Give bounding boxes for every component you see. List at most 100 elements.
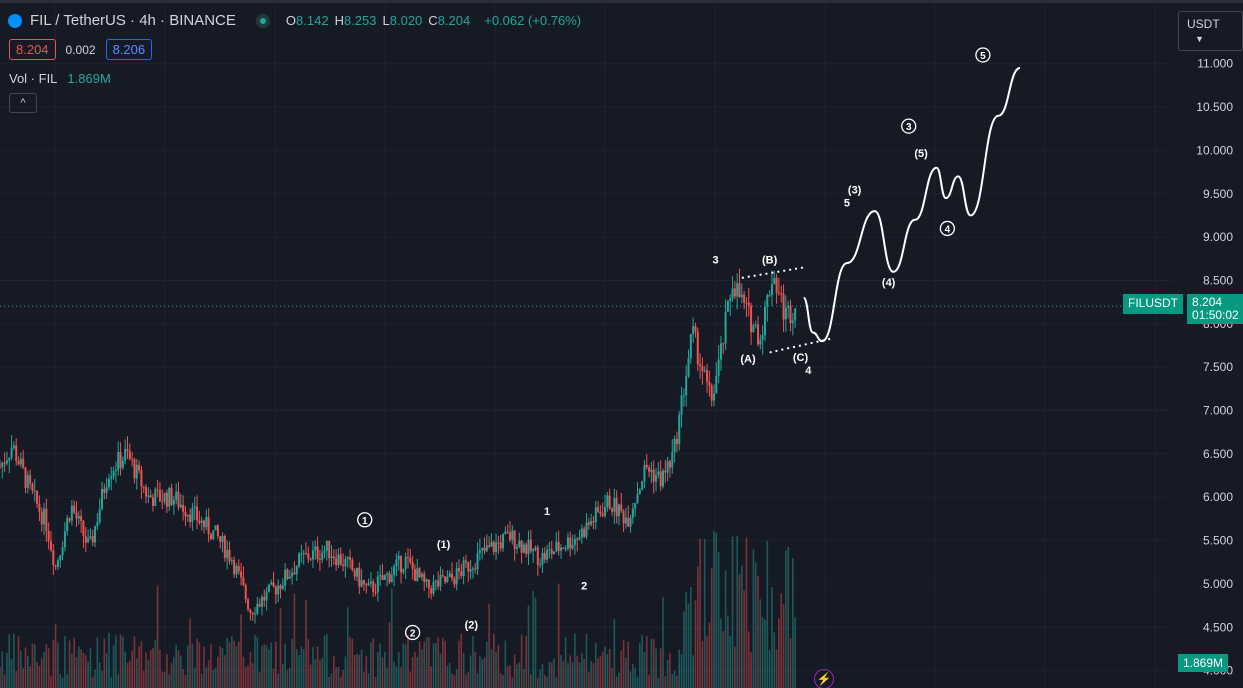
volume-bar <box>435 643 437 688</box>
y-tick-label: 10.500 <box>1196 100 1233 114</box>
candle-body <box>566 537 569 549</box>
volume-bar <box>690 586 692 688</box>
candle-body <box>77 516 80 519</box>
candle-body <box>281 585 284 589</box>
candle-body <box>374 592 377 594</box>
volume-bar <box>564 637 567 688</box>
candle-body <box>513 530 516 549</box>
volume-bar <box>210 644 212 688</box>
candle-body <box>694 326 697 332</box>
candle-body <box>402 568 405 573</box>
candle-body <box>349 557 352 561</box>
candle-body <box>221 535 224 542</box>
volume-bar <box>228 642 231 688</box>
candle-body <box>590 521 593 525</box>
currency-selector[interactable]: USDT ▼ <box>1178 11 1243 51</box>
volume-bar <box>254 635 256 688</box>
candle-body <box>657 471 660 475</box>
candle-body <box>390 574 393 583</box>
candle-body <box>617 504 620 517</box>
candle-body <box>476 553 479 570</box>
volume-bar <box>428 637 430 688</box>
volume-bar <box>495 652 497 688</box>
candle-body <box>358 567 361 587</box>
candle-body <box>158 489 161 502</box>
candle-body <box>277 585 280 595</box>
volume-bar <box>395 666 398 688</box>
wave-label: 3 <box>712 255 718 267</box>
lightning-icon[interactable]: ⚡ <box>814 669 834 688</box>
ohlc-item: O8.142 <box>286 13 329 28</box>
volume-bar <box>467 672 470 688</box>
volume-bar <box>509 665 511 688</box>
candle-body <box>265 591 268 601</box>
candle-body <box>427 579 430 589</box>
candle-body <box>365 583 368 586</box>
candle-body <box>219 536 222 542</box>
volume-bar <box>497 644 500 688</box>
volume-bar <box>302 649 305 688</box>
volume-bar <box>715 533 718 688</box>
candle-body <box>133 459 136 479</box>
candle-body <box>743 294 746 303</box>
volume-bar <box>483 657 486 688</box>
candle-body <box>455 568 458 585</box>
price-countdown-tag: 8.204 01:50:02 <box>1187 294 1243 324</box>
candle-body <box>293 572 296 575</box>
volume-bar <box>720 618 722 688</box>
candle-body <box>692 326 695 335</box>
candle-body <box>339 554 342 565</box>
candle-body <box>270 582 273 585</box>
candle-body <box>664 470 667 473</box>
symbol-legend: FIL / TetherUS · 4h · BINANCE O8.142 H8.2… <box>8 12 581 29</box>
volume-tag: 1.869M <box>1178 654 1229 672</box>
volume-bar <box>66 674 69 688</box>
volume-bar <box>439 653 442 688</box>
volume-bar <box>388 622 391 688</box>
volume-bar <box>131 650 133 688</box>
volume-label[interactable]: Vol · FIL <box>9 71 58 86</box>
volume-bar <box>708 622 711 688</box>
candle-body <box>254 613 256 615</box>
candle-body <box>172 499 175 505</box>
volume-bar <box>363 671 365 688</box>
chevron-down-icon: ▼ <box>1195 34 1204 44</box>
volume-bar <box>722 631 725 688</box>
candle-body <box>291 572 294 577</box>
candle-body <box>94 526 97 543</box>
symbol-title[interactable]: FIL / TetherUS · 4h · BINANCE <box>30 12 236 29</box>
candle-body <box>383 575 386 580</box>
volume-bar <box>771 587 773 688</box>
volume-bar <box>279 607 282 688</box>
price-chart[interactable]: 11.00010.50010.0009.5009.0008.5008.0007.… <box>0 3 1243 688</box>
candle-body <box>26 475 29 488</box>
volume-bar <box>384 652 386 688</box>
volume-bar <box>764 619 766 688</box>
ohlc-key: O <box>285 13 297 28</box>
volume-bar <box>636 676 639 688</box>
buy-price-button[interactable]: 8.206 <box>105 39 153 60</box>
candle-body <box>752 325 755 333</box>
volume-bar <box>321 657 324 688</box>
volume-bar <box>196 638 198 688</box>
candle-body <box>152 497 154 506</box>
candle-body <box>754 324 757 326</box>
candle-body <box>33 490 36 492</box>
volume-bar <box>377 652 379 688</box>
volume-bar <box>177 650 180 688</box>
candle-body <box>451 573 454 579</box>
ohlc-item: H8.253 <box>335 13 377 28</box>
candle-body <box>750 305 753 333</box>
volume-bar <box>103 638 106 688</box>
volume-bar <box>43 651 45 688</box>
sell-price-button[interactable]: 8.204 <box>9 39 56 60</box>
volume-bar <box>159 649 161 688</box>
volume-bar <box>309 664 312 688</box>
volume-bar <box>606 654 609 688</box>
collapse-legend-button[interactable]: ^ <box>9 93 37 113</box>
volume-bar <box>305 600 307 688</box>
candle-body <box>481 547 484 551</box>
y-tick-label: 9.000 <box>1203 230 1233 244</box>
volume-bar <box>741 565 743 688</box>
volume-bar <box>326 634 328 688</box>
